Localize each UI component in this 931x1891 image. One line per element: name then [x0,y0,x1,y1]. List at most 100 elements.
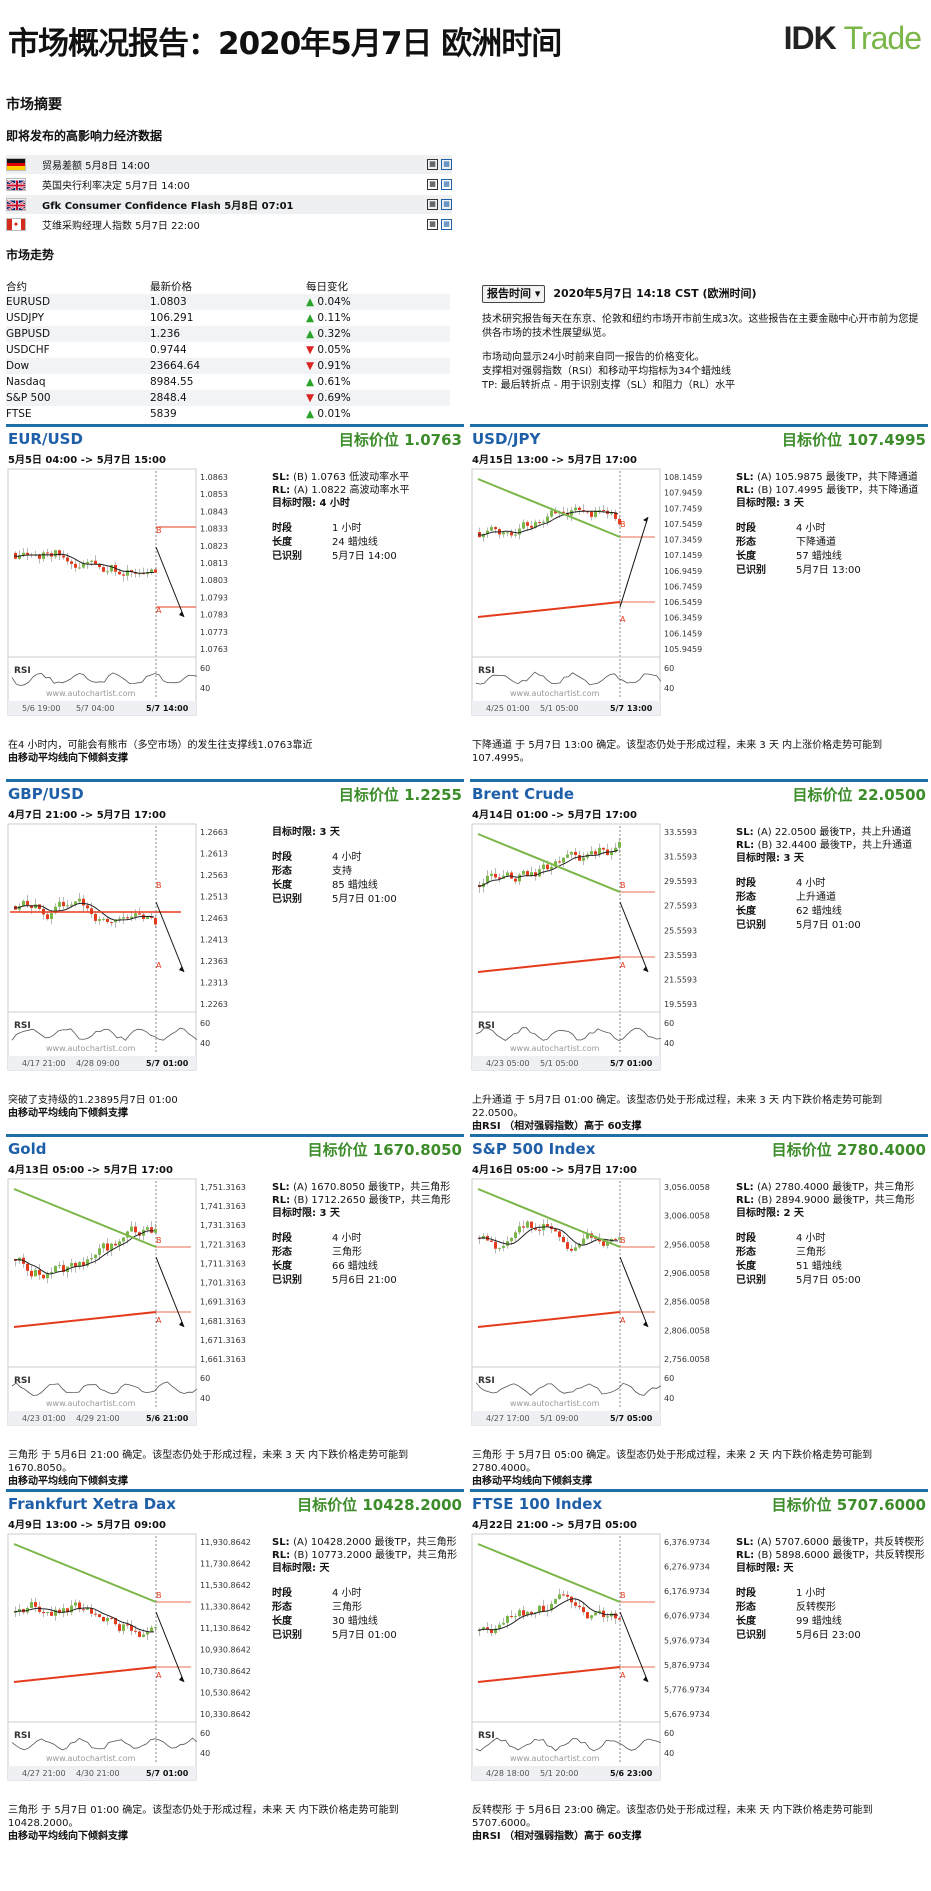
candle [602,847,605,850]
candle [566,1242,569,1249]
candle [94,560,97,564]
candle [78,567,81,569]
y-tick-label: 11,130.8642 [200,1624,251,1633]
calendar-add-icon[interactable]: ▦ [441,179,452,190]
instrument-title[interactable]: USD/JPY [472,430,541,448]
candle [46,1611,49,1614]
target-timeframe: 目标时限: 天 [272,1563,330,1574]
rsi-label: RSI [14,1731,31,1741]
candle [38,904,41,909]
candle [590,851,593,855]
calendar-icon[interactable]: ▦ [427,199,438,210]
detail-label: 长度 [272,537,292,548]
candle [574,851,577,856]
candle [602,510,605,512]
price-chart[interactable]: 33.5593 31.5593 29.5593 27.5593 25.5593 23.55… [470,822,710,1074]
price-chart[interactable]: 11,930.8642 11,730.8642 11,530.8642 11,330.… [6,1532,251,1784]
candle [146,1227,149,1230]
candle [126,917,129,919]
detail-value: 5月7日 01:00 [332,894,397,905]
candle [130,570,133,573]
calendar-add-icon[interactable]: ▦ [441,159,452,170]
y-tick-label: 23.5593 [664,951,697,960]
candle [46,1273,49,1279]
rl-label: RL: [736,1195,758,1206]
candle [62,1608,65,1614]
price-chart[interactable]: 1.2663 1.2613 1.2563 1.2513 1.2463 1.2413 1.23… [6,822,246,1074]
y-tick-label: 1.0813 [200,559,228,568]
candle [506,532,509,534]
description-support: 由RSI （相对强弱指数）高于 60支撑 [472,1121,642,1132]
candle [598,1238,601,1242]
resistance-line [477,1543,621,1603]
price-chart[interactable]: 3,056.0058 3,006.0058 2,956.0058 2,906.0058… [470,1177,710,1429]
calendar-add-icon[interactable]: ▦ [441,199,452,210]
rsi-line [11,1027,198,1041]
candle [50,913,53,920]
instrument-panel: EUR/USD 目标价位 1.0763 5月5日 04:00 -> 5月7日 15:… [6,424,464,774]
instrument-title[interactable]: Gold [8,1140,47,1158]
candle [594,1612,597,1616]
calendar-icon[interactable]: ▦ [427,179,438,190]
instrument-title[interactable]: FTSE 100 Index [472,1495,603,1513]
sl-label: SL: [272,1537,294,1548]
price-chart[interactable]: 1.0863 1.0853 1.0843 1.0833 1.0823 1.0813 1.08… [6,467,246,719]
target-price: 目标价位 1.0763 [338,430,462,449]
price-chart[interactable]: 1,751.3163 1,741.3163 1,731.3163 1,721.3163… [6,1177,246,1429]
instrument-title[interactable]: S&P 500 Index [472,1140,596,1158]
daily-change: ▲ 0.61% [306,376,351,388]
instrument-panel: USD/JPY 目标价位 107.4995 4月15日 13:00 -> 5月7日 … [470,424,928,774]
candle [118,918,121,920]
y-tick-label: 29.5593 [664,877,697,886]
candle [78,1602,81,1610]
candle [98,563,101,568]
calendar-icon[interactable]: ▦ [427,159,438,170]
price-chart[interactable]: 108.1459 107.9459 107.7459 107.5459 107.3459… [470,467,710,719]
rsi-line [11,1737,198,1751]
rl-value: (B) 10773.2000 最後TP，共三角形 [293,1550,458,1561]
chart-svg: 33.5593 31.5593 29.5593 27.5593 25.5593 23.55… [471,823,697,1071]
arrow-up-icon: ▲ [306,328,318,340]
candle [510,1616,513,1618]
instrument-title[interactable]: EUR/USD [8,430,83,448]
instrument-title[interactable]: Brent Crude [472,785,575,803]
candle [562,511,565,513]
candle [526,871,529,877]
rl-line: RL: (A) 1.0822 高波动率水平 [272,484,462,497]
calendar-icon[interactable]: ▦ [427,219,438,230]
instrument-title[interactable]: Frankfurt Xetra Dax [8,1495,176,1513]
y-tick-label: 106.7459 [664,582,702,591]
candle [86,561,89,564]
instrument-title[interactable]: GBP/USD [8,785,84,803]
price-chart[interactable]: 6,376.9734 6,276.9734 6,176.9734 6,076.9734… [470,1532,710,1784]
rsi-60-label: 60 [200,1374,210,1383]
detail-value: 57 蜡烛线 [796,551,842,562]
candle [482,1235,485,1239]
rsi-40-label: 40 [664,1394,674,1403]
sl-line: SL: (A) 1670.8050 最後TP，共三角形 [272,1181,462,1194]
y-tick-label: 1,731.3163 [200,1221,246,1230]
candle [618,1618,621,1620]
pattern-description: 在4 小时内，可能会有熊市（多空市场）的发生往支撑线1.0763靠近 由移动平均线… [8,739,464,765]
candle [138,1631,141,1637]
candle [90,1608,93,1614]
calendar-add-icon[interactable]: ▦ [441,219,452,230]
detail-label: 长度 [272,1616,292,1627]
rsi-40-label: 40 [200,684,210,693]
sl-label: SL: [736,1182,758,1193]
event-row: Gfk Consumer Confidence Flash 5月8日 07:01… [6,195,452,215]
candle [54,1265,57,1273]
y-tick-label: 11,530.8642 [200,1581,251,1590]
candle [42,1274,45,1279]
pattern-description: 三角形 于 5月7日 01:00 确定。该型态仍处于形成过程，未来 天 内下跌价… [8,1804,464,1843]
target-timeframe: 目标时限: 4 小时 [272,498,350,509]
candle [50,1611,53,1616]
detail-value: 5月6日 23:00 [796,1630,861,1641]
candle [558,861,561,863]
x-tick-label: 5/7 01:00 [146,1769,189,1778]
detail-label: 已识别 [736,1630,766,1641]
report-time-dropdown[interactable]: 报告时间 ▾ [482,285,546,303]
candle [530,525,533,528]
candle [578,507,581,510]
y-tick-label: 106.9459 [664,567,702,576]
